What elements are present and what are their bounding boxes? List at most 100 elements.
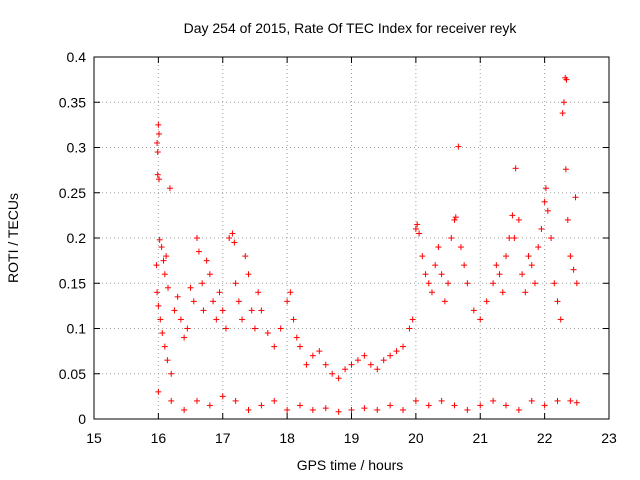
data-point (522, 289, 529, 296)
data-point (258, 402, 265, 409)
data-point (461, 262, 468, 269)
data-point (235, 298, 242, 305)
data-point (264, 330, 271, 337)
y-tick-label: 0.25 (59, 185, 86, 201)
data-point (184, 325, 191, 332)
y-axis: 0 0.05 0.1 0.15 0.2 0.25 0.3 0.35 0.4 (59, 49, 609, 427)
chart-title: Day 254 of 2015, Rate Of TEC Index for r… (184, 20, 518, 36)
data-point (435, 244, 442, 251)
data-point (374, 366, 381, 373)
data-point (525, 253, 532, 260)
grid (94, 57, 609, 419)
data-point (194, 397, 200, 404)
data-point (519, 271, 526, 278)
data-point (387, 352, 394, 359)
data-point (511, 235, 518, 241)
data-point (335, 375, 342, 382)
x-axis-title: GPS time / hours (297, 457, 404, 473)
data-point (335, 408, 342, 415)
y-tick-label: 0.15 (59, 275, 86, 291)
data-point (477, 402, 484, 409)
data-point (425, 280, 432, 287)
x-tick-label: 22 (537, 430, 553, 446)
data-point (559, 110, 566, 117)
data-point (572, 194, 579, 201)
data-point (374, 406, 381, 413)
data-point (573, 399, 580, 406)
data-point (329, 370, 336, 377)
data-point (425, 402, 432, 409)
data-point (203, 257, 210, 264)
data-point (432, 262, 439, 269)
data-point (490, 280, 497, 287)
x-tick-label: 17 (215, 430, 231, 446)
x-axis: 15 16 17 18 19 20 21 22 23 (86, 57, 617, 446)
data-point (412, 397, 419, 404)
data-point (160, 257, 167, 264)
data-point (219, 307, 226, 314)
data-point (210, 298, 217, 305)
x-tick-label: 15 (86, 430, 102, 446)
data-point (242, 253, 249, 260)
data-point (438, 271, 445, 278)
y-tick-label: 0.3 (67, 140, 87, 156)
data-point (322, 405, 329, 412)
data-point (165, 284, 172, 291)
data-point (255, 289, 262, 296)
x-tick-label: 20 (408, 430, 424, 446)
data-point (354, 357, 361, 364)
data-point (573, 280, 580, 287)
data-point (161, 343, 168, 350)
data-point (464, 280, 471, 287)
data-point (155, 121, 162, 128)
data-point (541, 198, 548, 205)
data-point (199, 280, 206, 287)
data-point (448, 235, 455, 241)
data-point (181, 406, 188, 413)
data-point (416, 230, 423, 237)
data-point (187, 284, 194, 291)
data-point (200, 307, 207, 314)
data-point (297, 402, 303, 409)
data-point (348, 406, 355, 413)
data-point (412, 225, 419, 232)
y-axis-title: ROTI / TECUs (5, 193, 21, 283)
data-point (490, 397, 497, 404)
data-point (239, 316, 246, 323)
data-point (316, 348, 323, 355)
data-point (154, 171, 161, 178)
data-point (541, 402, 548, 409)
data-point (277, 325, 284, 332)
data-point (322, 361, 329, 368)
data-point (531, 280, 538, 287)
data-point (515, 216, 522, 223)
data-point (567, 253, 574, 260)
data-point (538, 225, 545, 232)
data-point (181, 334, 188, 341)
data-point (166, 185, 173, 192)
data-point (562, 166, 569, 173)
data-point (409, 316, 416, 323)
data-point (557, 316, 564, 323)
data-point (156, 130, 163, 137)
data-point (154, 139, 161, 146)
data-point (387, 402, 394, 409)
data-point (342, 366, 349, 373)
data-point (483, 298, 490, 305)
data-point (213, 316, 220, 323)
data-point (477, 316, 484, 323)
data-point (452, 214, 459, 221)
data-point (393, 348, 400, 355)
data-point (438, 397, 445, 404)
data-point (496, 271, 503, 278)
data-point (451, 402, 458, 409)
data-point (229, 230, 236, 237)
data-point (451, 216, 458, 223)
data-point (158, 244, 165, 251)
y-tick-label: 0 (78, 411, 86, 427)
data-point (367, 361, 374, 368)
data-point (570, 266, 577, 273)
x-tick-label: 19 (344, 430, 360, 446)
data-point (560, 99, 567, 106)
